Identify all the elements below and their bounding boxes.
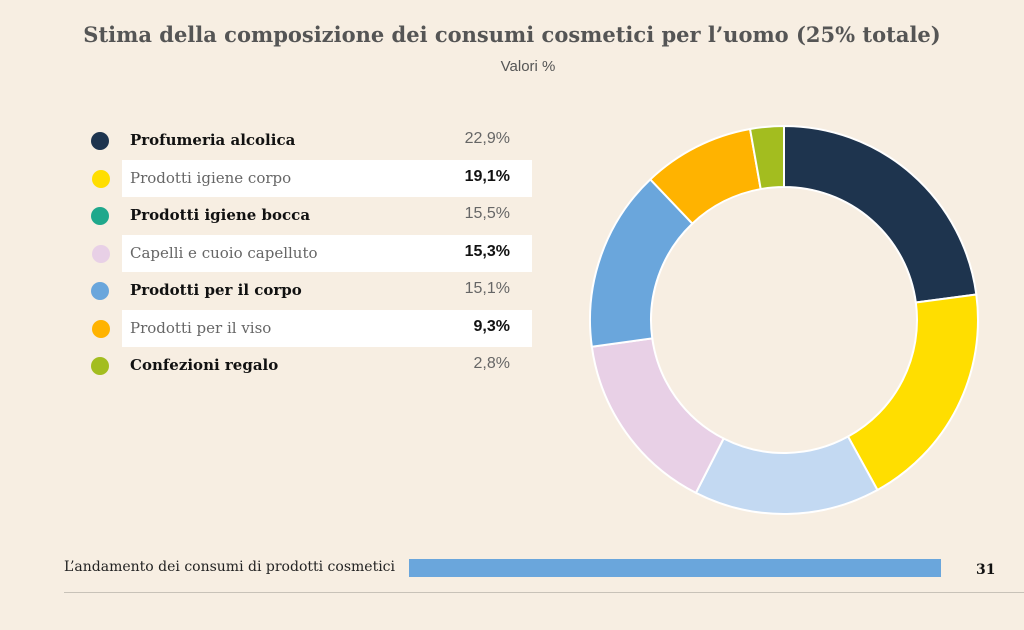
legend-item: Confezioni regalo 2,8% (80, 347, 532, 384)
donut-slice (694, 435, 879, 515)
legend-item: Prodotti per il corpo 15,1% (80, 272, 532, 309)
legend-value: 22,9% (464, 130, 510, 147)
legend-item: Prodotti igiene corpo 19,1% (92, 159, 532, 197)
legend: Profumeria alcolica 22,9% Prodotti igiene … (80, 122, 532, 385)
legend-value: 19,1% (464, 167, 510, 185)
legend-label: Profumeria alcolica (130, 131, 296, 149)
legend-swatch (91, 357, 109, 375)
legend-item: Prodotti per il viso 9,3% (92, 309, 532, 347)
donut-chart (589, 124, 979, 515)
legend-swatch (92, 319, 110, 338)
footer-divider (64, 592, 1024, 593)
legend-value: 9,3% (473, 317, 510, 335)
footer-title: L’andamento dei consumi di prodotti cosm… (64, 559, 395, 575)
legend-label: Capelli e cuoio capelluto (130, 243, 318, 262)
chart-title: Stima della composizione dei consumi cos… (83, 22, 941, 47)
page-number: 31 (976, 562, 996, 578)
legend-label: Confezioni regalo (130, 356, 279, 374)
donut-slice (846, 293, 979, 492)
legend-label: Prodotti igiene corpo (130, 168, 292, 187)
legend-value: 15,3% (464, 242, 510, 260)
footer-bar (409, 559, 941, 577)
donut-slice (748, 124, 785, 191)
legend-swatch (92, 244, 110, 263)
legend-value: 15,5% (464, 205, 510, 222)
legend-value: 15,1% (464, 280, 510, 297)
donut-slice (590, 337, 725, 495)
donut-slice (783, 124, 978, 304)
legend-swatch (91, 132, 109, 150)
legend-label: Prodotti igiene bocca (130, 206, 311, 224)
legend-label: Prodotti per il corpo (130, 281, 302, 299)
legend-item: Profumeria alcolica 22,9% (80, 122, 532, 159)
legend-swatch (91, 282, 109, 300)
legend-value: 2,8% (473, 355, 510, 372)
legend-swatch (92, 169, 110, 188)
legend-item: Capelli e cuoio capelluto 15,3% (92, 234, 532, 272)
legend-swatch (91, 207, 109, 225)
legend-label: Prodotti per il viso (130, 318, 272, 337)
chart-subtitle: Valori % (500, 58, 556, 75)
legend-item: Prodotti igiene bocca 15,5% (80, 197, 532, 234)
